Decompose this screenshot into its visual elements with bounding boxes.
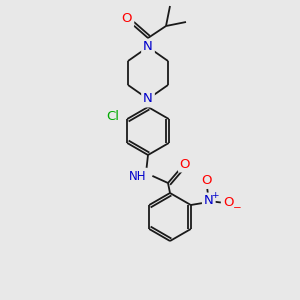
Text: O: O xyxy=(180,158,190,170)
Text: Cl: Cl xyxy=(107,110,120,124)
Text: N: N xyxy=(143,40,153,53)
Text: NH: NH xyxy=(129,169,147,182)
Text: N: N xyxy=(204,194,214,208)
Text: +: + xyxy=(211,190,218,200)
Text: O: O xyxy=(122,13,132,26)
Text: N: N xyxy=(143,92,153,106)
Text: O: O xyxy=(224,196,234,209)
Text: −: − xyxy=(232,203,241,213)
Text: O: O xyxy=(202,173,212,187)
